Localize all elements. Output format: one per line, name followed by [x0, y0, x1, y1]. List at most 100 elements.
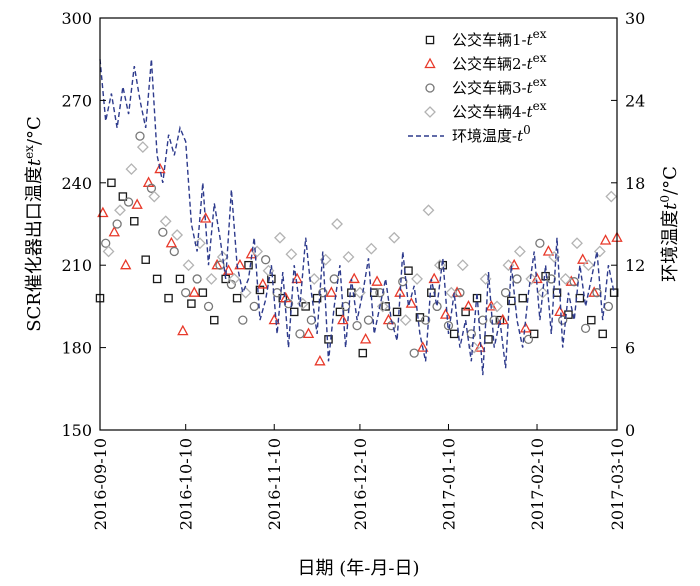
y-axis-title-right: 环境温度t0/°C: [658, 166, 681, 282]
ambient-temperature-line: [99, 59, 615, 376]
data-point: [198, 288, 208, 297]
data-point: [359, 332, 372, 344]
y-tick-label-left: 150: [61, 421, 92, 440]
data-point: [411, 273, 423, 285]
legend: 公交车辆1-tex公交车辆2-tex公交车辆3-tex公交车辆4-tex环境温度…: [408, 27, 547, 145]
data-point: [582, 259, 595, 272]
data-point: [314, 354, 326, 366]
data-point: [489, 315, 499, 325]
data-point: [456, 259, 469, 272]
data-point: [337, 313, 349, 325]
data-point: [375, 288, 385, 298]
data-point: [577, 253, 589, 264]
data-point: [497, 313, 509, 325]
data-point: [177, 324, 189, 336]
data-point: [420, 315, 431, 325]
data-point: [513, 245, 526, 258]
data-point: [125, 163, 138, 175]
data-point: [404, 266, 413, 275]
data-point: [302, 327, 315, 339]
data-point: [542, 245, 555, 256]
data-point: [541, 271, 550, 281]
legend-marker: [425, 83, 435, 93]
x-tick-label: 2016-10-10: [177, 438, 196, 530]
data-point: [552, 288, 562, 297]
data-point: [158, 227, 168, 237]
y-tick-label-right: 18: [625, 174, 645, 193]
data-point: [123, 197, 134, 207]
data-point: [462, 300, 475, 311]
y-tick-label-right: 6: [625, 339, 635, 358]
data-point: [215, 260, 225, 270]
data-point: [296, 297, 309, 310]
axes-layer: 150 180 210 240 270 300 0 6 12 18 24 30 2016-09-10 20…: [61, 9, 645, 530]
data-point: [112, 219, 122, 229]
x-tick-label: 2017-02-10: [528, 438, 547, 530]
data-point: [564, 310, 573, 319]
data-point: [325, 286, 338, 297]
data-point: [376, 300, 389, 313]
y-tick-label-left: 300: [61, 9, 92, 28]
data-point: [268, 313, 280, 325]
data-point: [449, 329, 459, 339]
data-point: [399, 314, 412, 327]
data-point: [118, 192, 128, 201]
data-point: [159, 215, 172, 228]
data-point: [535, 238, 545, 248]
data-point: [439, 308, 452, 319]
data-point: [199, 212, 212, 223]
data-point: [102, 245, 115, 258]
x-axis-title: 日期 (年-月-日): [298, 558, 420, 579]
data-point: [348, 272, 360, 284]
data-point: [365, 242, 378, 255]
legend-label: 公交车辆1-tex: [452, 27, 547, 49]
data-point: [222, 264, 235, 275]
legend-marker: [424, 57, 436, 69]
data-point: [466, 329, 476, 339]
data-point: [548, 251, 561, 263]
legend-marker: [424, 106, 436, 118]
data-point: [301, 302, 310, 311]
data-point: [593, 245, 606, 258]
series-5: [99, 59, 615, 376]
series-layer: [95, 59, 623, 376]
data-point: [417, 341, 429, 352]
data-point: [101, 238, 111, 248]
data-point: [232, 293, 242, 303]
data-point: [388, 231, 401, 244]
data-point: [382, 313, 395, 325]
data-point: [571, 237, 583, 250]
legend-marker: [425, 35, 435, 45]
data-point: [146, 183, 157, 193]
data-point: [599, 234, 612, 245]
data-point: [130, 217, 139, 226]
data-point: [363, 315, 374, 325]
data-point: [165, 236, 178, 248]
data-point: [255, 285, 265, 295]
data-point: [529, 329, 539, 339]
data-point: [415, 313, 425, 322]
data-point: [152, 274, 162, 284]
legend-item: 公交车辆3-tex: [425, 75, 547, 97]
data-point: [525, 273, 538, 285]
data-point: [251, 245, 264, 258]
data-point: [468, 341, 481, 354]
data-point: [427, 288, 436, 297]
data-point: [324, 335, 333, 344]
data-point: [319, 253, 332, 266]
legend-item: 公交车辆1-tex: [425, 27, 547, 49]
legend-item: 公交车辆2-tex: [424, 51, 547, 73]
y-tick-label-left: 270: [61, 91, 92, 110]
data-point: [142, 176, 155, 187]
data-point: [428, 272, 440, 284]
data-point: [192, 274, 202, 284]
data-point: [267, 274, 276, 284]
x-tick-label: 2017-03-10: [608, 438, 627, 530]
data-point: [131, 198, 143, 209]
data-point: [422, 204, 435, 217]
data-point: [603, 301, 614, 312]
x-tick-label: 2017-01-10: [439, 438, 458, 530]
data-point: [274, 231, 286, 244]
data-point: [295, 329, 305, 339]
